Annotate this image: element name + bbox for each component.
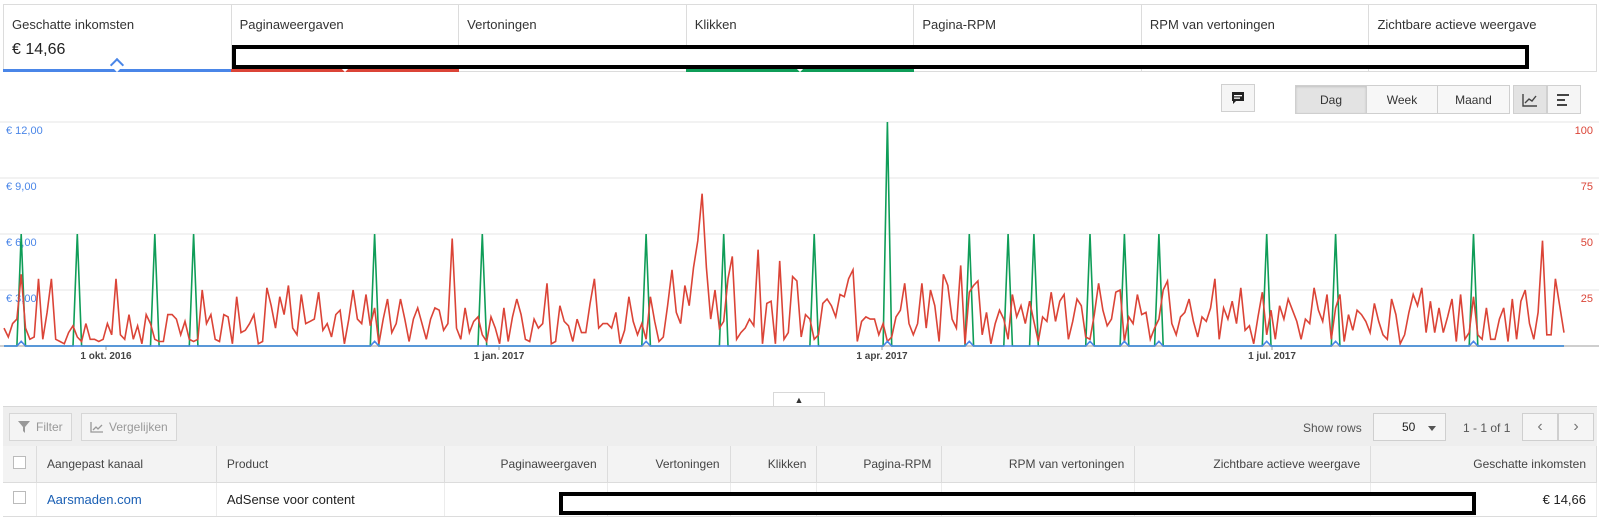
show-rows-label: Show rows bbox=[1303, 421, 1362, 435]
metric-tab-page-views[interactable]: Paginaweergaven bbox=[230, 5, 460, 73]
metric-tab-clicks[interactable]: Klikken bbox=[685, 5, 915, 73]
period-day-button[interactable]: Dag bbox=[1296, 86, 1367, 113]
metric-label: Geschatte inkomsten bbox=[12, 17, 135, 32]
pager-range: 1 - 1 of 1 bbox=[1463, 421, 1511, 435]
period-week-button[interactable]: Week bbox=[1367, 86, 1438, 113]
comment-icon bbox=[1232, 92, 1244, 104]
line-chart-icon bbox=[90, 421, 103, 433]
next-page-button[interactable]: › bbox=[1558, 413, 1594, 441]
filter-button[interactable]: Filter bbox=[9, 413, 72, 441]
redaction-box bbox=[232, 45, 1529, 69]
series-line-estimated-earnings bbox=[4, 340, 1564, 347]
metric-label: Vertoningen bbox=[467, 17, 537, 32]
metric-tab-impressions[interactable]: Vertoningen bbox=[459, 5, 687, 71]
column-header[interactable]: Paginaweergaven bbox=[444, 446, 608, 483]
metric-label: Paginaweergaven bbox=[239, 17, 344, 32]
filter-label: Filter bbox=[36, 420, 63, 434]
metric-label: Zichtbare actieve weergave bbox=[1377, 17, 1537, 32]
column-header[interactable]: Pagina-RPM bbox=[816, 446, 943, 483]
caret-up-icon: ▲ bbox=[794, 394, 804, 405]
chevron-down-icon bbox=[1428, 426, 1436, 431]
column-header[interactable]: Vertoningen bbox=[607, 446, 731, 483]
x-tick-label: 1 jan. 2017 bbox=[474, 351, 525, 362]
column-header[interactable]: Geschatte inkomsten bbox=[1370, 446, 1597, 483]
select-all-checkbox[interactable] bbox=[13, 455, 26, 469]
table-header-row: Aangepast kanaal Product Paginaweergaven… bbox=[3, 446, 1597, 483]
column-header[interactable]: RPM van vertoningen bbox=[941, 446, 1136, 483]
chevron-right-icon: › bbox=[1573, 418, 1579, 435]
x-tick-label: 1 jul. 2017 bbox=[1248, 351, 1296, 362]
metric-value: € 14,66 bbox=[12, 41, 66, 58]
series-line-page-views bbox=[3, 193, 1565, 347]
column-header[interactable]: Zichtbare actieve weergave bbox=[1134, 446, 1372, 483]
y-right-tick-label: 50 bbox=[1581, 237, 1593, 249]
bar-chart-icon bbox=[1557, 93, 1569, 106]
select-all-cell bbox=[3, 446, 37, 483]
compare-button[interactable]: Vergelijken bbox=[81, 413, 177, 441]
collapse-chart-handle[interactable]: ▲ bbox=[773, 392, 825, 406]
x-tick-label: 1 okt. 2016 bbox=[80, 351, 132, 362]
y-right-tick-label: 75 bbox=[1581, 181, 1593, 193]
metric-label: Pagina-RPM bbox=[922, 17, 997, 32]
channel-link[interactable]: Aarsmaden.com bbox=[47, 491, 142, 507]
line-chart-icon bbox=[1522, 93, 1537, 107]
y-right-tick-label: 25 bbox=[1581, 293, 1593, 305]
metric-tab-page-rpm[interactable]: Pagina-RPM bbox=[914, 5, 1142, 71]
column-header[interactable]: Aangepast kanaal bbox=[36, 446, 217, 483]
y-right-tick-label: 100 bbox=[1575, 125, 1593, 137]
metric-tab-impression-rpm[interactable]: RPM van vertoningen bbox=[1142, 5, 1370, 71]
metric-tab-estimated-earnings[interactable]: Geschatte inkomsten € 14,66 bbox=[3, 5, 232, 73]
bar-chart-button[interactable] bbox=[1547, 85, 1581, 114]
metric-tab-active-view-viewable[interactable]: Zichtbare actieve weergave bbox=[1369, 5, 1596, 71]
column-header[interactable]: Klikken bbox=[730, 446, 818, 483]
rows-per-page-select[interactable]: 50 bbox=[1373, 413, 1446, 441]
chevron-left-icon: ‹ bbox=[1537, 418, 1543, 435]
compare-label: Vergelijken bbox=[109, 420, 168, 434]
y-left-tick-label: € 12,00 bbox=[6, 125, 43, 137]
period-selector: Dag Week Maand bbox=[1295, 85, 1510, 114]
redaction-box bbox=[559, 492, 1476, 515]
channel-cell: Aarsmaden.com bbox=[36, 482, 217, 517]
column-header[interactable]: Product bbox=[216, 446, 445, 483]
table-toolbar: Filter Vergelijken Show rows 50 1 - 1 of… bbox=[3, 406, 1597, 446]
x-tick-label: 1 apr. 2017 bbox=[856, 351, 908, 362]
product-cell: AdSense voor content bbox=[216, 482, 445, 517]
annotation-button[interactable] bbox=[1221, 84, 1255, 112]
metric-label: Klikken bbox=[694, 17, 737, 32]
metric-label: RPM van vertoningen bbox=[1149, 17, 1275, 32]
y-left-tick-label: € 9,00 bbox=[6, 181, 37, 193]
row-checkbox[interactable] bbox=[13, 491, 26, 504]
y-left-tick-label: € 3,00 bbox=[6, 293, 37, 305]
prev-page-button[interactable]: ‹ bbox=[1522, 413, 1558, 441]
rows-per-page-value: 50 bbox=[1402, 420, 1416, 434]
period-month-button[interactable]: Maand bbox=[1455, 92, 1492, 107]
row-select-cell bbox=[3, 482, 37, 517]
line-chart-button[interactable] bbox=[1513, 85, 1547, 114]
filter-icon bbox=[18, 421, 30, 433]
